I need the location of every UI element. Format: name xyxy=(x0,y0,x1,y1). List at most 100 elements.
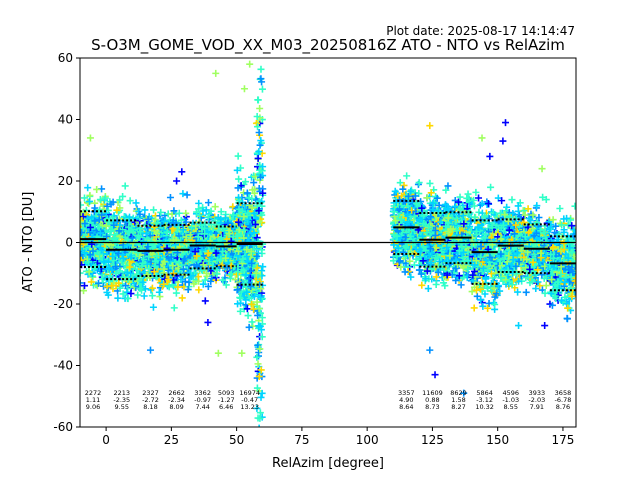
scatter-point xyxy=(128,234,136,242)
scatter-point xyxy=(182,218,190,226)
scatter-point xyxy=(88,240,96,248)
scatter-point xyxy=(95,223,103,231)
scatter-point xyxy=(109,252,117,260)
scatter-point xyxy=(86,251,94,259)
scatter-point xyxy=(172,289,180,297)
scatter-point xyxy=(116,284,124,292)
scatter-point xyxy=(104,283,112,291)
scatter-point xyxy=(119,290,127,298)
scatter-point xyxy=(155,288,163,296)
scatter-point xyxy=(119,251,127,259)
scatter-point xyxy=(102,222,110,230)
scatter-point xyxy=(144,243,152,251)
scatter-point xyxy=(103,233,111,241)
scatter-point xyxy=(151,257,159,265)
scatter-point xyxy=(87,278,95,286)
scatter-point xyxy=(139,278,147,286)
scatter-point xyxy=(182,209,190,217)
scatter-point xyxy=(124,223,132,231)
scatter-point xyxy=(124,295,132,303)
scatter-point xyxy=(150,268,158,276)
scatter-point xyxy=(254,459,261,466)
scatter-point xyxy=(134,232,142,240)
scatter-point xyxy=(115,227,123,235)
scatter-point xyxy=(123,288,131,296)
scatter-point xyxy=(81,194,89,202)
scatter-point xyxy=(112,263,120,271)
scatter-point xyxy=(148,284,156,292)
scatter-point xyxy=(148,292,156,300)
scatter-point xyxy=(89,247,97,255)
scatter-point xyxy=(103,283,111,291)
scatter-point xyxy=(147,238,155,246)
scatter-point xyxy=(157,208,165,216)
scatter-point xyxy=(109,214,117,222)
scatter-point xyxy=(86,223,94,231)
scatter-point xyxy=(134,291,142,299)
scatter-point xyxy=(85,258,93,266)
scatter-point xyxy=(90,221,98,229)
scatter-point xyxy=(144,215,152,223)
scatter-point xyxy=(140,238,148,246)
scatter-points xyxy=(80,26,576,468)
scatter-point xyxy=(150,206,158,214)
scatter-point xyxy=(129,228,137,236)
scatter-point xyxy=(122,282,130,290)
scatter-point xyxy=(88,213,96,221)
scatter-point xyxy=(116,221,124,229)
scatter-point xyxy=(123,268,131,276)
scatter-point xyxy=(149,303,157,311)
scatter-point xyxy=(142,230,150,238)
scatter-point xyxy=(135,218,143,226)
scatter-point xyxy=(119,192,127,200)
scatter-point xyxy=(126,213,134,221)
scatter-point xyxy=(126,263,134,271)
scatter-point xyxy=(103,202,111,210)
scatter-point xyxy=(258,26,265,33)
scatter-point xyxy=(139,259,147,267)
scatter-point xyxy=(110,221,118,229)
scatter-point xyxy=(80,249,88,257)
scatter-point xyxy=(112,282,120,290)
scatter-point xyxy=(127,269,135,277)
scatter-point xyxy=(114,249,122,257)
scatter-point xyxy=(141,206,149,214)
scatter-point xyxy=(80,201,85,209)
scatter-point xyxy=(254,461,261,468)
scatter-point xyxy=(86,197,94,205)
scatter-point xyxy=(136,284,144,292)
scatter-point xyxy=(146,265,154,273)
scatter-point xyxy=(98,211,106,219)
scatter-point xyxy=(116,196,124,204)
scatter-point xyxy=(140,255,148,263)
scatter-point xyxy=(105,247,113,255)
scatter-point xyxy=(116,267,124,275)
scatter-point xyxy=(132,199,140,207)
scatter-point xyxy=(86,191,94,199)
scatter-point xyxy=(80,218,85,226)
scatter-point xyxy=(103,288,111,296)
scatter-point xyxy=(123,242,131,250)
scatter-point xyxy=(107,200,115,208)
scatter-point xyxy=(152,252,160,260)
scatter-point xyxy=(85,268,93,276)
scatter-point xyxy=(145,253,153,261)
scatter-point xyxy=(121,182,129,190)
scatter-point xyxy=(81,220,89,228)
scatter-point xyxy=(136,224,144,232)
scatter-point xyxy=(255,448,262,455)
scatter-point xyxy=(101,194,109,202)
scatter-point xyxy=(179,190,187,198)
scatter-point xyxy=(116,232,124,240)
scatter-point xyxy=(120,262,128,270)
scatter-point xyxy=(96,229,104,237)
scatter-point xyxy=(156,255,164,263)
scatter-point xyxy=(96,196,104,204)
scatter-point xyxy=(257,438,264,445)
scatter-point xyxy=(80,213,87,221)
scatter-point xyxy=(119,254,127,262)
scatter-point xyxy=(183,191,191,199)
scatter-point xyxy=(96,250,104,258)
scatter-point xyxy=(253,433,260,440)
